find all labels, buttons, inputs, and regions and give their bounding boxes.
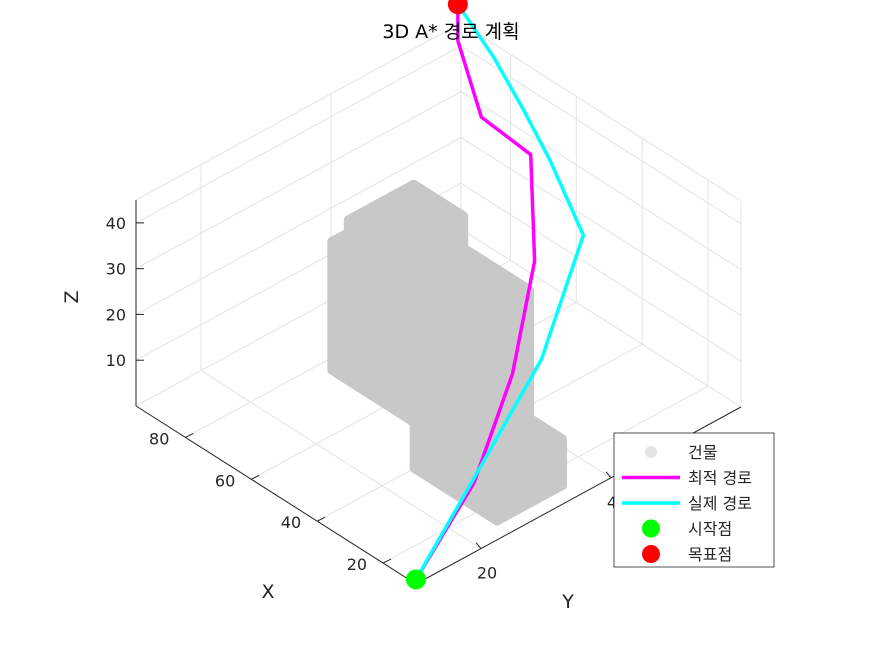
grid-line	[460, 91, 742, 271]
x-tick	[251, 474, 260, 480]
legend-marker	[642, 545, 660, 563]
legend-goal-point: 목표점	[642, 545, 732, 564]
x-tick	[185, 432, 194, 438]
legend-marker	[645, 446, 657, 458]
x-tick	[382, 558, 392, 564]
grid-line	[135, 22, 462, 201]
z-tick-label: 30	[106, 260, 126, 279]
chart-title: 3D A* 경로 계획	[382, 21, 519, 43]
x-tick-label: 20	[347, 555, 367, 574]
y-tick	[475, 542, 482, 549]
grid-line	[135, 45, 462, 224]
legend-label: 시작점	[688, 520, 732, 539]
y-tick	[605, 471, 612, 479]
grid-line	[460, 182, 742, 362]
grid-line	[200, 370, 482, 550]
legend-start-point: 시작점	[642, 519, 732, 539]
grid-line	[460, 45, 742, 225]
z-tick-label: 20	[106, 305, 126, 324]
grid-line	[135, 91, 462, 270]
legend-label: 건물	[688, 443, 717, 462]
z-axis-label: Z	[61, 290, 83, 303]
building-voxel-block	[343, 179, 469, 289]
building-voxels	[327, 179, 568, 526]
x-axis-label: X	[261, 581, 274, 603]
path-markers	[406, 0, 468, 590]
grid-line	[135, 137, 462, 315]
legend-label: 목표점	[688, 545, 732, 564]
legend-building: 건물	[645, 443, 717, 462]
z-tick-label: 10	[106, 351, 126, 370]
x-tick-label: 80	[149, 429, 169, 448]
y-tick-label: 20	[477, 564, 497, 583]
legend-label: 실제 경로	[688, 494, 752, 513]
path-lines	[414, 3, 586, 581]
grid-line	[460, 22, 742, 202]
x-tick-label: 40	[281, 513, 301, 532]
axes	[135, 200, 742, 585]
x-tick	[316, 516, 326, 522]
legend-box	[613, 432, 775, 568]
z-tick-label: 40	[106, 214, 126, 233]
y-axis-label: Y	[561, 591, 574, 613]
legend-optimal-path: 최적 경로	[622, 469, 752, 488]
legend-marker	[642, 519, 660, 538]
start-point-marker	[406, 569, 426, 590]
x-tick-label: 60	[215, 471, 235, 490]
grid-line	[460, 228, 742, 408]
grid-line	[460, 137, 742, 316]
goal-point-marker	[447, 0, 468, 15]
actual-path-line	[414, 3, 586, 581]
legend-actual-path: 실제 경로	[622, 494, 752, 513]
legend-label: 최적 경로	[688, 469, 752, 488]
x-axis-line	[135, 405, 417, 585]
